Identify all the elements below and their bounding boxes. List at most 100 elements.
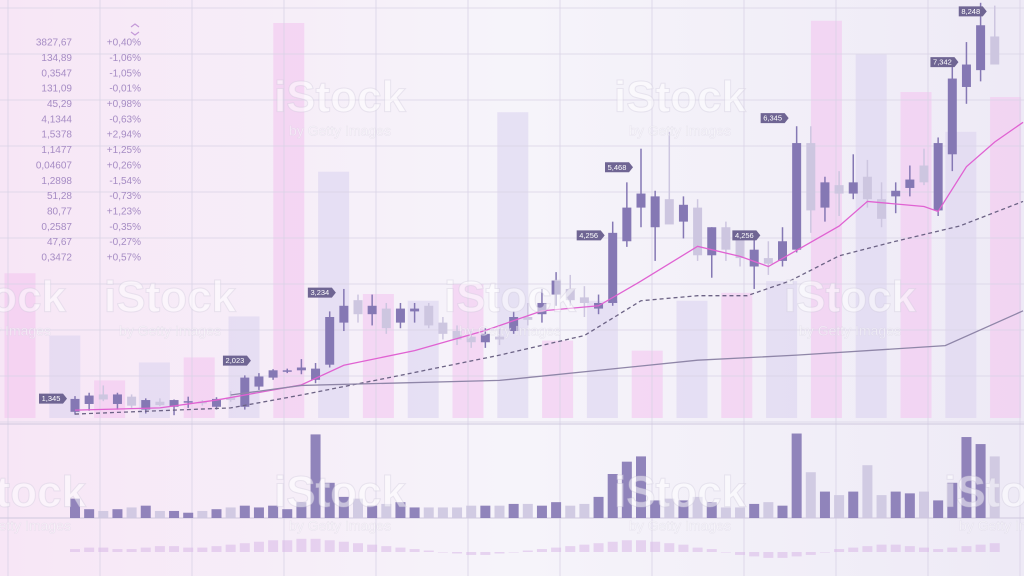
- candle-body: [240, 377, 250, 407]
- candle-body: [877, 199, 887, 219]
- bar: [169, 510, 180, 518]
- oscillator-panel: [70, 538, 1000, 558]
- bar: [437, 552, 448, 553]
- candle-body: [410, 308, 420, 312]
- bar: [678, 544, 689, 552]
- bar: [834, 495, 845, 518]
- candle-body: [509, 317, 519, 332]
- callout-label: 3,234: [310, 288, 329, 297]
- watermark-credit: by Getty Images: [459, 323, 561, 339]
- bar: [154, 546, 165, 552]
- callout-label: 1,345: [42, 394, 61, 403]
- watermark-credit: by Getty Images: [289, 518, 391, 534]
- bar: [989, 456, 1000, 518]
- ticker-price: 0,3547: [41, 68, 72, 79]
- candle-body: [820, 182, 830, 208]
- watermark-brand: iStock: [614, 73, 747, 122]
- ticker-price: 80,77: [47, 206, 72, 217]
- bar: [721, 292, 753, 418]
- candle-body: [296, 367, 306, 371]
- bar: [848, 547, 859, 552]
- candle-body: [311, 368, 321, 380]
- callout-label: 6,345: [763, 114, 782, 123]
- ticker-change: +0,57%: [107, 253, 141, 264]
- ticker-change: -1,05%: [109, 68, 141, 79]
- bar: [975, 444, 986, 518]
- candle-body: [226, 397, 236, 401]
- bar: [367, 505, 378, 518]
- candle-body: [891, 190, 901, 197]
- ticker-price: 0,04607: [36, 160, 73, 171]
- bar: [819, 491, 830, 518]
- bar: [126, 549, 137, 552]
- bar: [225, 544, 236, 552]
- bar: [112, 549, 123, 552]
- bar: [551, 547, 562, 552]
- candle-body: [933, 143, 943, 211]
- bar: [904, 546, 915, 552]
- bar: [650, 541, 661, 552]
- bar: [98, 547, 109, 552]
- candle-body: [848, 182, 858, 194]
- bar: [4, 273, 36, 418]
- candle-body: [608, 232, 618, 303]
- callout-label: 8,248: [961, 7, 980, 16]
- candle-body: [70, 398, 80, 412]
- bar: [536, 505, 547, 518]
- bar: [720, 552, 731, 553]
- watermark-brand: iStock: [944, 468, 1024, 517]
- ticker-price: 1,5378: [41, 130, 72, 141]
- candle-body: [452, 331, 462, 340]
- bar: [664, 543, 675, 552]
- bar: [551, 502, 562, 518]
- bar: [296, 502, 307, 518]
- bar: [324, 482, 335, 518]
- ticker-price: 45,29: [47, 99, 72, 110]
- bar: [766, 281, 798, 418]
- watermark-brand: iStock: [274, 73, 407, 122]
- candle-body: [183, 401, 193, 403]
- bar: [409, 549, 420, 552]
- bar: [310, 538, 321, 552]
- bar: [183, 512, 194, 518]
- ticker-price: 0,3472: [41, 253, 72, 264]
- candle-body: [438, 322, 448, 334]
- bar: [239, 543, 250, 552]
- bar: [890, 491, 901, 518]
- moving-average-line: [230, 310, 1024, 396]
- callout-box: [222, 355, 251, 366]
- bar: [904, 493, 915, 518]
- bar: [621, 540, 632, 552]
- candle-body: [778, 241, 787, 261]
- bar: [706, 549, 717, 552]
- bar: [919, 491, 929, 518]
- bar: [494, 552, 505, 554]
- bar: [834, 549, 845, 552]
- bar: [296, 538, 307, 552]
- bar: [933, 500, 944, 518]
- watermark-brand: iStock: [0, 273, 67, 322]
- bar: [636, 540, 646, 552]
- bar: [791, 433, 802, 518]
- bar: [522, 550, 533, 552]
- bar: [593, 496, 604, 518]
- watermark-credit: by Getty Images: [799, 323, 901, 339]
- callout-box: [39, 393, 67, 404]
- watermark-brand: iStock: [614, 468, 747, 517]
- bar: [452, 552, 463, 554]
- bar: [140, 505, 151, 518]
- candle-body: [381, 308, 391, 329]
- ticker-change: +0,26%: [107, 160, 141, 171]
- bar: [282, 540, 293, 552]
- bar: [497, 112, 529, 418]
- bar: [631, 350, 663, 418]
- bar: [154, 510, 165, 518]
- ticker-change: -1,06%: [109, 53, 141, 64]
- watermark-brand: iStock: [274, 468, 407, 517]
- bar: [855, 54, 887, 418]
- bar: [253, 541, 264, 552]
- price-panel: 1,345 2,023 3,234 4,256 5,468 4,256 6,345 7,342…: [39, 2, 1024, 416]
- candle-body: [721, 227, 731, 250]
- ticker-icon: [130, 23, 140, 36]
